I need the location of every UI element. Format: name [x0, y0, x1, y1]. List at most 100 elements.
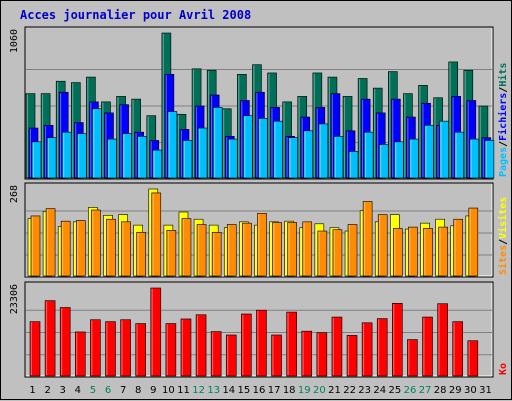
bar-sites-day-21	[332, 229, 343, 277]
bar-ko-day-2	[44, 300, 56, 377]
x-tick-label-20: 20	[313, 385, 326, 396]
bar-sites-day-20	[317, 230, 328, 277]
bar-sites-day-23	[362, 201, 373, 277]
x-tick-label-26: 26	[404, 385, 417, 396]
bar-sites-day-28	[438, 226, 448, 277]
x-tick-label-1: 1	[29, 385, 35, 396]
bar-ko-day-11	[180, 318, 192, 377]
bar-ko-day-27	[422, 316, 433, 377]
x-tick-label-10: 10	[162, 385, 175, 396]
bar-pages-day-21	[333, 136, 344, 179]
bar-pages-day-9	[152, 149, 163, 179]
bar-pages-day-19	[303, 130, 314, 179]
bar-pages-day-16	[258, 118, 268, 179]
x-tick-label-7: 7	[120, 385, 126, 396]
bar-sites-day-11	[181, 218, 192, 277]
bar-sites-day-29	[453, 218, 464, 277]
bar-sites-day-8	[136, 232, 146, 277]
x-tick-label-3: 3	[60, 385, 66, 396]
bar-sites-day-25	[393, 228, 403, 277]
bar-sites-day-12	[196, 224, 207, 277]
bar-pages-day-8	[137, 136, 147, 179]
x-tick-label-27: 27	[419, 385, 432, 396]
bar-sites-day-22	[347, 224, 358, 277]
bar-ko-day-25	[392, 302, 403, 377]
bar-ko-day-16	[256, 309, 267, 377]
bar-sites-day-5	[91, 209, 101, 277]
bar-pages-day-26	[409, 138, 419, 179]
x-tick-label-13: 13	[207, 385, 220, 396]
bar-pages-day-4	[76, 133, 87, 179]
legend-hits: Hits	[497, 63, 509, 87]
legend-visites: Visites	[497, 197, 509, 239]
bar-sites-day-3	[60, 220, 71, 277]
bar-ko-day-5	[90, 319, 101, 377]
x-tick-label-17: 17	[268, 385, 281, 396]
legend-separator: /	[498, 239, 509, 245]
bar-sites-day-2	[45, 208, 56, 277]
bar-pages-day-14	[227, 138, 238, 179]
panel-3-legend: Ko	[498, 363, 509, 375]
bar-ko-day-26	[407, 339, 418, 377]
legend-separator: /	[498, 141, 509, 147]
bar-sites-day-18	[287, 222, 297, 277]
chart-title: Acces journalier pour Avril 2008	[20, 8, 251, 22]
bar-ko-day-18	[286, 311, 297, 377]
bar-pages-day-20	[318, 123, 329, 179]
legend-ko: Ko	[498, 363, 509, 375]
x-tick-label-12: 12	[192, 385, 205, 396]
x-tick-label-15: 15	[238, 385, 251, 396]
bar-ko-day-21	[331, 316, 343, 377]
bar-ko-day-23	[361, 322, 373, 377]
bar-sites-day-4	[75, 220, 86, 277]
bar-pages-day-30	[469, 138, 480, 179]
bar-pages-day-24	[378, 144, 389, 179]
bar-pages-day-23	[363, 131, 374, 179]
x-tick-label-30: 30	[464, 385, 477, 396]
x-tick-label-11: 11	[177, 385, 190, 396]
bar-pages-day-2	[46, 137, 57, 179]
bar-ko-day-24	[376, 318, 388, 377]
x-tick-label-2: 2	[44, 385, 50, 396]
panel-1-max-label: 1060	[9, 29, 20, 53]
bar-sites-day-27	[423, 228, 433, 277]
x-tick-label-4: 4	[75, 385, 81, 396]
bar-sites-day-15	[242, 222, 252, 277]
bar-pages-day-1	[31, 141, 42, 179]
bar-ko-day-10	[165, 323, 177, 377]
x-tick-label-16: 16	[253, 385, 266, 396]
bar-ko-day-13	[210, 331, 222, 377]
bar-ko-day-30	[467, 340, 479, 377]
bar-ko-day-14	[225, 334, 237, 377]
x-tick-label-24: 24	[373, 385, 386, 396]
x-tick-label-31: 31	[479, 385, 492, 396]
bar-pages-day-29	[454, 131, 465, 179]
bar-ko-day-4	[74, 331, 86, 377]
bar-pages-day-13	[212, 107, 223, 179]
bar-ko-day-20	[316, 332, 328, 377]
bar-pages-day-11	[182, 140, 193, 179]
bar-sites-day-16	[257, 212, 267, 277]
bar-pages-day-31	[484, 140, 495, 179]
panel-2-legend: Sites/Visites	[497, 197, 509, 275]
bar-ko-day-7	[120, 319, 131, 377]
bar-pages-day-7	[122, 133, 132, 179]
bar-pages-day-18	[288, 137, 298, 179]
bar-pages-day-22	[348, 151, 359, 179]
bar-sites-day-10	[166, 230, 177, 277]
bar-sites-day-26	[408, 226, 418, 277]
x-tick-label-23: 23	[358, 385, 371, 396]
bar-ko-day-9	[150, 287, 162, 377]
bar-pages-day-25	[394, 141, 404, 179]
bar-pages-day-5	[92, 108, 102, 179]
bar-sites-day-19	[302, 221, 313, 277]
bar-ko-day-19	[301, 330, 313, 377]
bar-ko-day-29	[452, 321, 464, 377]
bar-pages-day-17	[273, 120, 283, 179]
x-tick-label-8: 8	[135, 385, 141, 396]
x-tick-label-21: 21	[328, 385, 341, 396]
x-tick-label-19: 19	[298, 385, 311, 396]
legend-separator: /	[498, 87, 509, 93]
